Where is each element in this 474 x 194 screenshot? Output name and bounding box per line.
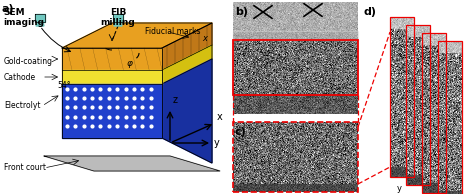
Bar xyxy=(422,33,446,193)
Text: a): a) xyxy=(2,4,15,14)
Polygon shape xyxy=(62,23,212,48)
Text: z: z xyxy=(173,95,178,105)
Bar xyxy=(438,41,462,194)
Bar xyxy=(390,17,414,177)
Text: y: y xyxy=(397,184,402,193)
Text: b): b) xyxy=(235,7,248,17)
Text: Electrolyt: Electrolyt xyxy=(4,101,40,111)
Text: y: y xyxy=(214,138,220,148)
Text: x: x xyxy=(202,34,207,43)
Bar xyxy=(233,122,358,192)
Text: FIB
milling: FIB milling xyxy=(100,8,136,27)
Text: 54°: 54° xyxy=(57,81,71,90)
Bar xyxy=(233,40,358,95)
Text: φ: φ xyxy=(127,59,133,68)
Polygon shape xyxy=(62,84,162,138)
Polygon shape xyxy=(233,31,358,40)
Polygon shape xyxy=(62,70,162,84)
Polygon shape xyxy=(44,156,220,171)
Polygon shape xyxy=(162,23,212,70)
Text: Gold-coating: Gold-coating xyxy=(4,56,53,66)
Text: Front court: Front court xyxy=(4,164,46,172)
Text: x: x xyxy=(217,112,223,122)
Polygon shape xyxy=(114,22,122,26)
Polygon shape xyxy=(62,48,162,70)
Text: c): c) xyxy=(235,127,247,137)
Text: d): d) xyxy=(364,7,377,17)
Text: Fiducial marks: Fiducial marks xyxy=(145,28,201,36)
Polygon shape xyxy=(35,14,45,22)
Polygon shape xyxy=(162,59,212,163)
Text: SEM
imaging: SEM imaging xyxy=(3,8,44,27)
Bar xyxy=(406,25,430,185)
Polygon shape xyxy=(162,45,212,84)
Polygon shape xyxy=(36,22,44,26)
Text: Cathode: Cathode xyxy=(4,73,36,81)
Polygon shape xyxy=(113,14,123,22)
